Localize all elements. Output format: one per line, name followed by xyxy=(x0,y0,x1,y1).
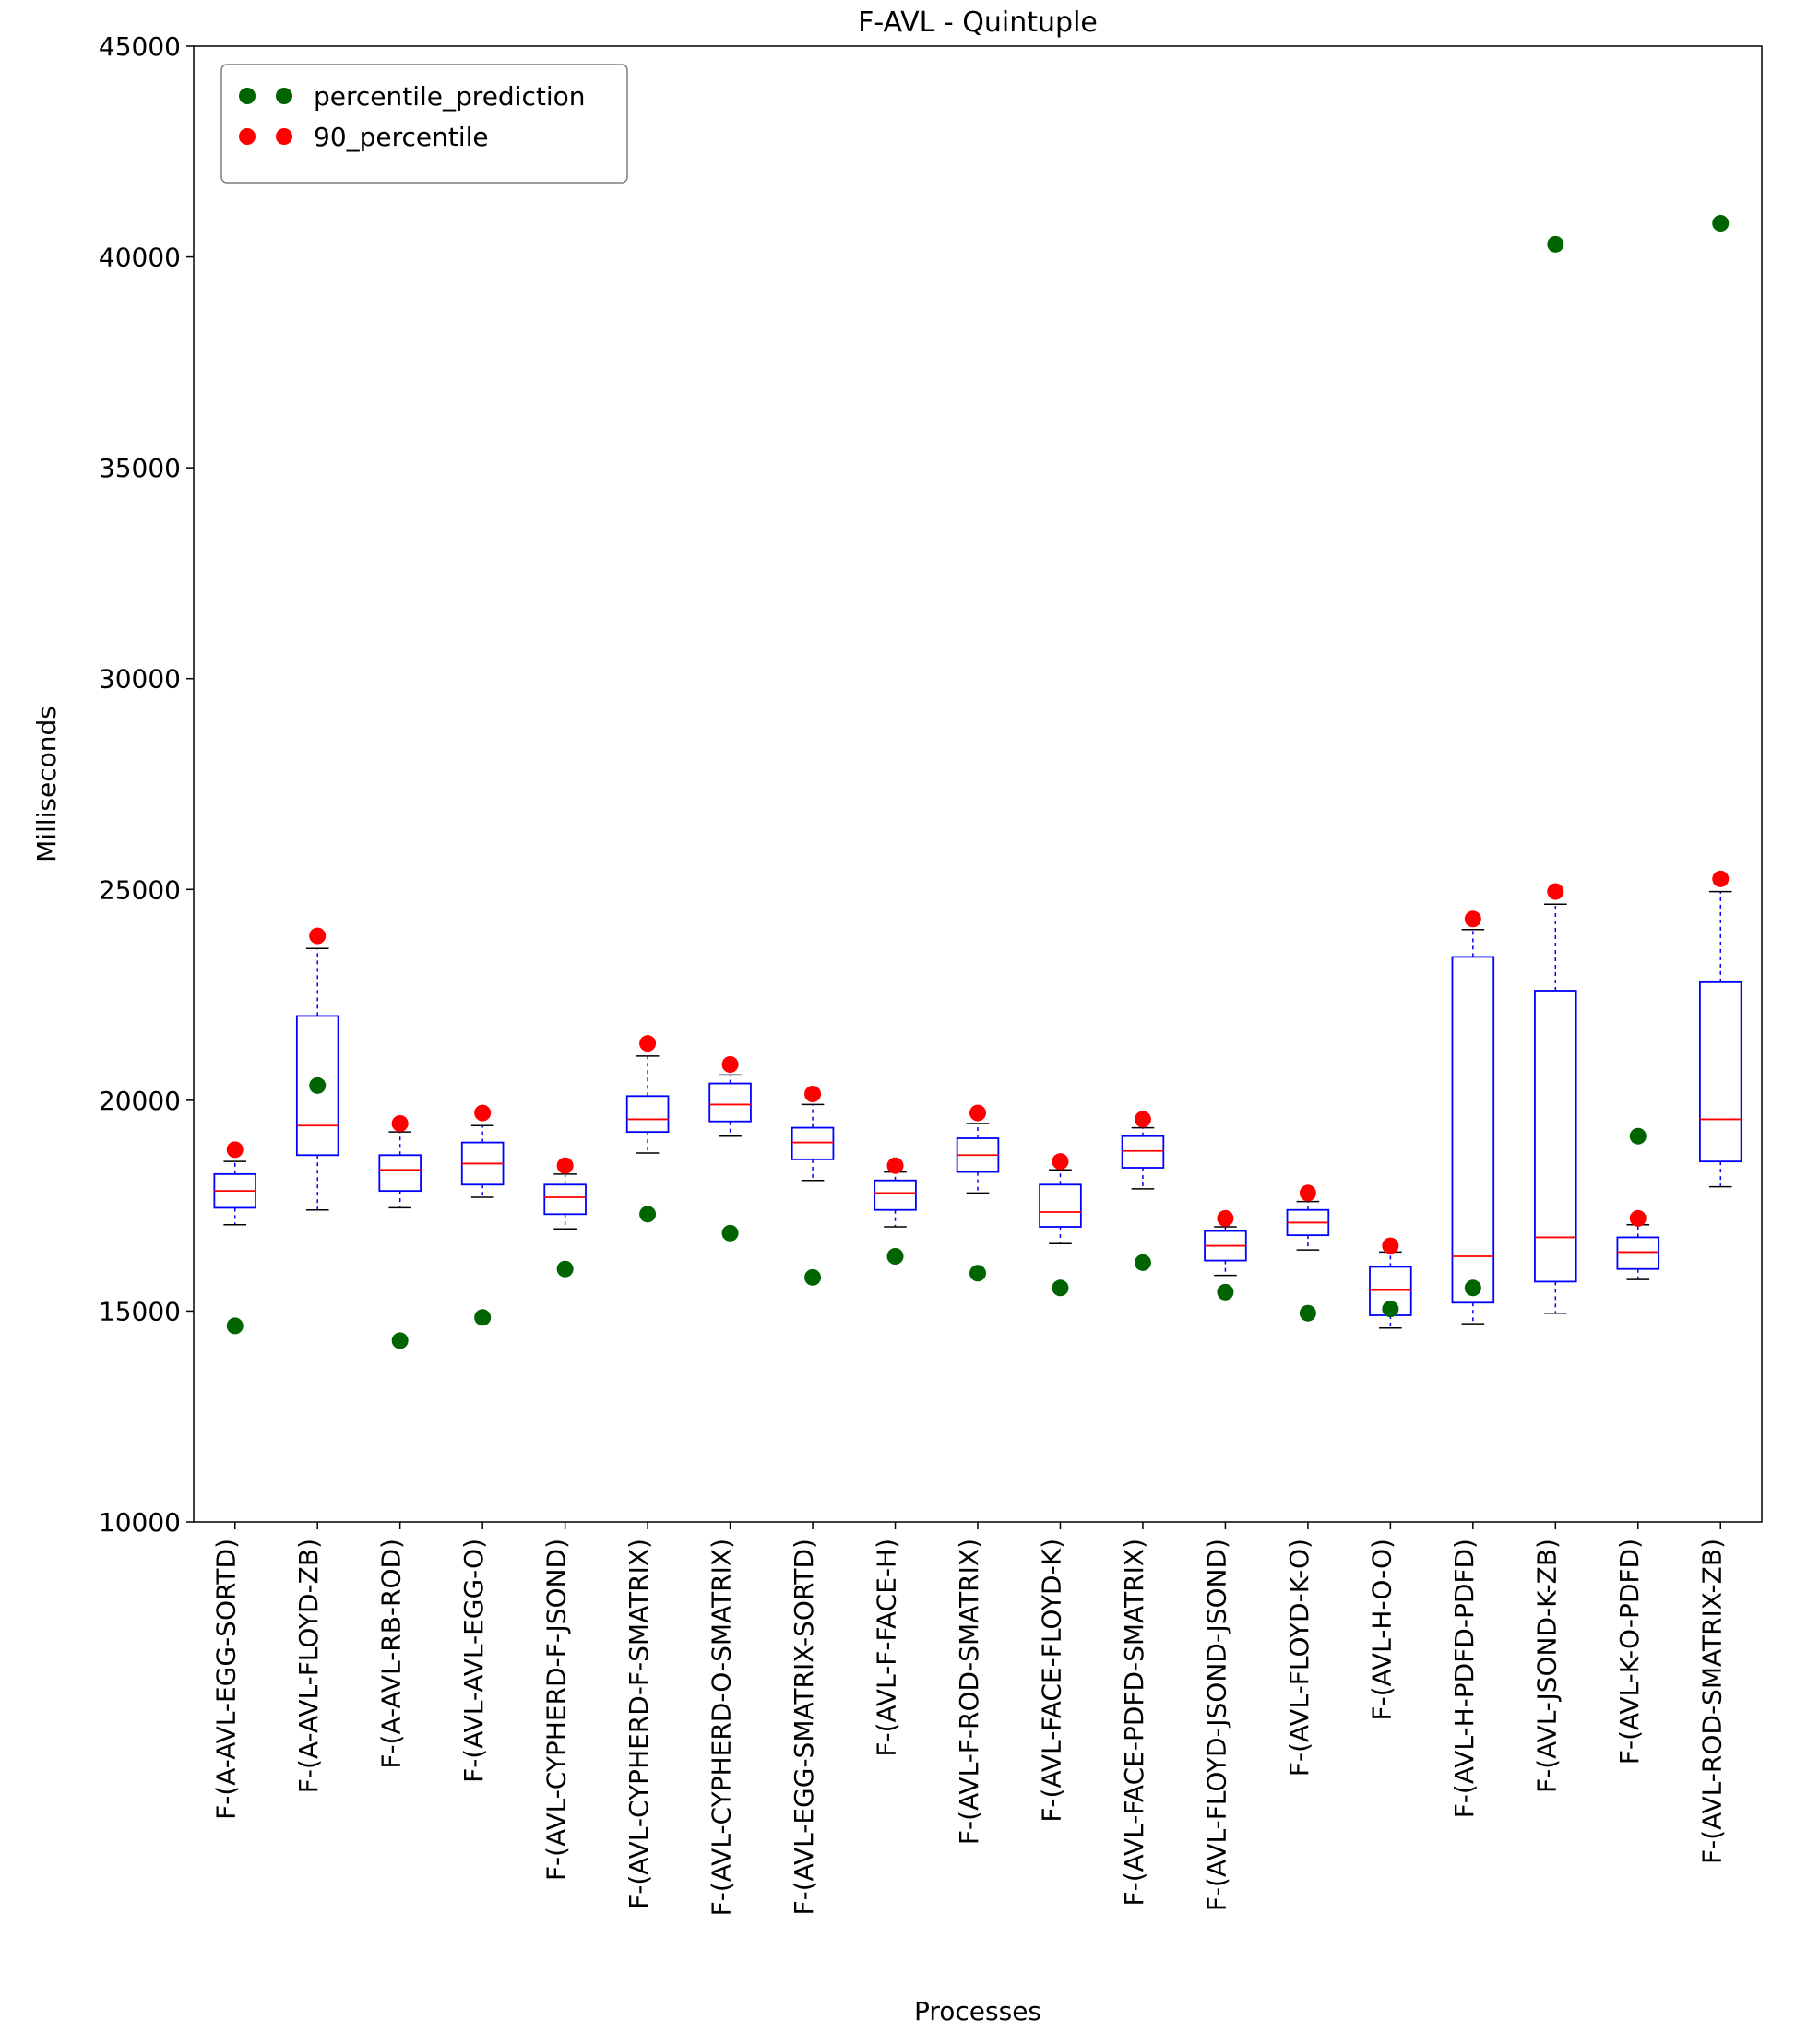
y-tick-label: 15000 xyxy=(99,1296,181,1326)
y-tick-label: 30000 xyxy=(99,664,181,695)
x-tick-label: F-(AVL-FACE-FLOYD-K) xyxy=(1036,1539,1066,1823)
p90-point xyxy=(474,1105,491,1122)
p90-point xyxy=(1547,884,1563,900)
x-tick-label: F-(AVL-CYPHERD-O-SMATRIX) xyxy=(707,1539,737,1916)
y-tick-label: 10000 xyxy=(99,1507,181,1538)
percentile-prediction-point xyxy=(309,1077,326,1094)
chart-title: F-AVL - Quintuple xyxy=(858,6,1098,39)
x-tick-label: F-(AVL-F-FACE-H) xyxy=(872,1539,902,1757)
p90-point xyxy=(969,1105,986,1122)
percentile-prediction-point xyxy=(474,1309,491,1325)
p90-point xyxy=(804,1086,821,1102)
boxplot-chart: 10000 15000 20000 25000 30000 35000 40000 45000… xyxy=(0,0,1807,2044)
percentile-prediction-point xyxy=(1630,1128,1647,1145)
y-tick-label: 40000 xyxy=(99,243,181,273)
percentile-prediction-point xyxy=(969,1265,986,1281)
p90-point xyxy=(227,1141,244,1158)
p90-point xyxy=(722,1056,739,1073)
percentile-prediction-point xyxy=(804,1269,821,1286)
p90-point xyxy=(1217,1210,1233,1227)
x-tick-label: F-(AVL-F-ROD-SMATRIX) xyxy=(954,1539,984,1845)
percentile-prediction-point xyxy=(887,1248,904,1265)
p90-point xyxy=(1052,1153,1068,1170)
y-tick-label: 20000 xyxy=(99,1086,181,1116)
percentile-prediction-point xyxy=(722,1225,739,1242)
x-axis-label: Processes xyxy=(914,1996,1041,2026)
x-tick-label: F-(AVL-FLOYD-K-O) xyxy=(1284,1539,1314,1777)
percentile-prediction-point xyxy=(557,1261,574,1278)
x-tick-label: F-(AVL-K-O-PDFD) xyxy=(1614,1539,1645,1765)
x-tick-label: F-(AVL-JSOND-K-ZB) xyxy=(1531,1539,1562,1793)
x-tick-label: F-(AVL-EGG-SMATRIX-SORTD) xyxy=(789,1539,819,1916)
x-tick-label: F-(AVL-CYPHERD-F-JSOND) xyxy=(541,1539,572,1881)
percentile-prediction-point xyxy=(1052,1279,1068,1296)
percentile-prediction-point xyxy=(1382,1301,1398,1317)
percentile-prediction-point xyxy=(1547,236,1563,253)
y-tick-label: 25000 xyxy=(99,874,181,905)
p90-point xyxy=(639,1035,656,1052)
p90-point xyxy=(309,928,326,945)
x-tick-label: F-(AVL-AVL-EGG-O) xyxy=(458,1539,489,1783)
percentile-prediction-point xyxy=(1712,215,1729,232)
p90-point xyxy=(557,1158,574,1174)
chart-container: 10000 15000 20000 25000 30000 35000 40000 45000… xyxy=(0,0,1807,2044)
percentile-prediction-point xyxy=(392,1332,409,1349)
x-tick-label: F-(AVL-H-O-O) xyxy=(1366,1539,1397,1720)
x-tick-label: F-(AVL-H-PDFD-PDFD) xyxy=(1449,1539,1480,1818)
p90-point xyxy=(1300,1184,1316,1201)
p90-point xyxy=(1135,1111,1151,1127)
percentile-prediction-point xyxy=(639,1206,656,1222)
x-tick-label: F-(A-AVL-FLOYD-ZB) xyxy=(293,1539,324,1793)
p90-point xyxy=(1712,871,1729,887)
p90-point xyxy=(392,1115,409,1132)
p90-point xyxy=(1630,1210,1647,1227)
percentile-prediction-point xyxy=(1300,1305,1316,1322)
legend-item-label: percentile_prediction xyxy=(314,81,586,112)
x-tick-label: F-(AVL-FACE-PDFD-SMATRIX) xyxy=(1119,1539,1149,1906)
x-tick-label: F-(A-AVL-EGG-SORTD) xyxy=(211,1539,242,1820)
x-tick-label: F-(AVL-ROD-SMATRIX-ZB) xyxy=(1696,1539,1727,1864)
percentile-prediction-point xyxy=(1135,1254,1151,1271)
percentile-prediction-point xyxy=(227,1317,244,1334)
x-tick-label: F-(AVL-CYPHERD-F-SMATRIX) xyxy=(624,1539,654,1909)
p90-point xyxy=(887,1158,904,1174)
p90-point xyxy=(1382,1238,1398,1254)
percentile-prediction-point xyxy=(1465,1279,1481,1296)
x-tick-label: F-(A-AVL-RB-ROD) xyxy=(376,1539,407,1769)
y-axis-label: Milliseconds xyxy=(31,706,62,862)
p90-point xyxy=(1465,910,1481,927)
legend-item-label: 90_percentile xyxy=(314,122,489,152)
y-tick-label: 35000 xyxy=(99,453,181,483)
y-tick-label: 45000 xyxy=(99,31,181,62)
x-tick-label: F-(AVL-FLOYD-JSOND-JSOND) xyxy=(1201,1539,1231,1911)
percentile-prediction-point xyxy=(1217,1284,1233,1301)
